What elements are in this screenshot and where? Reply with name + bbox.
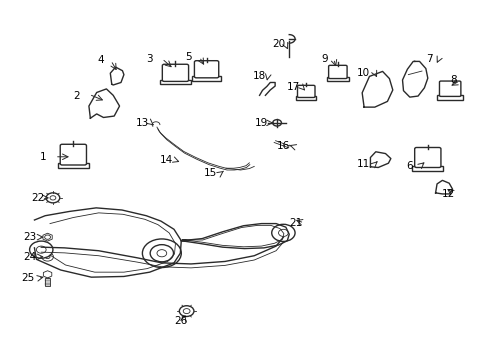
Text: 4: 4 (98, 55, 104, 65)
FancyBboxPatch shape (439, 81, 460, 96)
Text: 8: 8 (449, 75, 456, 85)
Circle shape (50, 196, 56, 200)
Text: 25: 25 (21, 273, 35, 283)
Text: 3: 3 (146, 54, 153, 64)
FancyBboxPatch shape (328, 65, 346, 78)
Circle shape (179, 306, 194, 316)
Circle shape (36, 246, 46, 253)
Bar (160, 80, 191, 84)
Text: 22: 22 (31, 193, 44, 203)
Text: 26: 26 (174, 316, 187, 326)
Bar (411, 166, 443, 171)
Polygon shape (43, 233, 52, 241)
Text: 13: 13 (136, 118, 149, 128)
Circle shape (278, 229, 287, 237)
Circle shape (272, 120, 281, 126)
Text: 2: 2 (73, 91, 80, 101)
Circle shape (142, 239, 181, 267)
Text: 14: 14 (160, 156, 173, 165)
Text: 23: 23 (23, 232, 36, 242)
Text: 24: 24 (23, 252, 36, 262)
Text: 21: 21 (288, 218, 302, 228)
Circle shape (44, 235, 50, 239)
Circle shape (183, 309, 190, 314)
Bar (436, 95, 462, 100)
Text: 20: 20 (271, 39, 285, 49)
Circle shape (150, 245, 173, 262)
Text: 7: 7 (425, 54, 432, 64)
Text: 12: 12 (441, 189, 454, 199)
Text: 9: 9 (321, 54, 327, 64)
Text: 1: 1 (40, 152, 46, 162)
Bar (295, 96, 316, 100)
Text: 11: 11 (356, 159, 369, 169)
Polygon shape (43, 271, 52, 278)
Circle shape (30, 241, 53, 258)
Bar (45, 278, 50, 286)
FancyBboxPatch shape (60, 144, 86, 165)
Bar (326, 77, 348, 81)
Text: 10: 10 (356, 68, 369, 78)
Text: 15: 15 (203, 168, 217, 178)
Text: 17: 17 (286, 82, 299, 92)
FancyBboxPatch shape (194, 61, 218, 78)
Text: 19: 19 (254, 118, 267, 128)
Circle shape (41, 252, 53, 261)
Circle shape (45, 255, 50, 258)
Text: 5: 5 (185, 52, 191, 62)
Circle shape (157, 249, 166, 257)
Circle shape (46, 193, 60, 203)
Text: 16: 16 (276, 141, 289, 151)
Text: 6: 6 (406, 161, 412, 171)
FancyBboxPatch shape (414, 148, 440, 167)
Circle shape (271, 224, 294, 242)
FancyBboxPatch shape (297, 85, 314, 98)
Bar (58, 163, 89, 168)
FancyBboxPatch shape (162, 64, 188, 81)
Bar (192, 76, 221, 81)
Text: 18: 18 (252, 71, 265, 81)
